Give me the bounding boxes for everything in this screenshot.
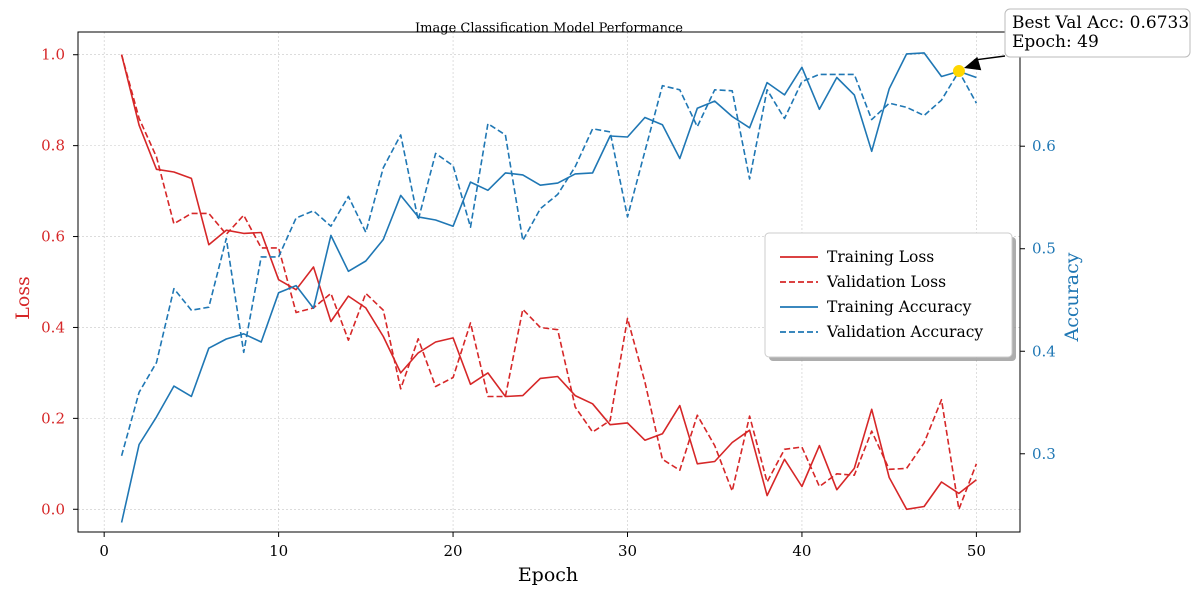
y-right-tick-label: 0.4: [1032, 342, 1056, 360]
chart-title: Image Classification Model Performance: [415, 21, 683, 36]
y-left-tick-label: 1.0: [41, 46, 65, 64]
series-training-loss-line: [120, 54, 977, 511]
y-right-tick-label: 0.5: [1032, 240, 1056, 258]
plot-frame: [77, 31, 1021, 533]
legend-label-validation-loss: Validation Loss: [826, 273, 946, 291]
y-left-tick-label: 0.0: [41, 500, 65, 518]
annotation-line-1: Best Val Acc: 0.6733: [1012, 13, 1189, 33]
y-axis-left-label: Loss: [12, 276, 34, 320]
annotation-line-2: Epoch: 49: [1012, 32, 1099, 52]
y-left-tick-label: 0.2: [41, 409, 65, 427]
x-tick-label: 40: [792, 542, 811, 560]
y-left-tick-label: 0.4: [41, 318, 65, 336]
y-left-tick-label: 0.8: [41, 137, 65, 155]
y-axis-right-label: Accuracy: [1061, 252, 1083, 342]
best-val-marker: [952, 65, 965, 78]
x-tick-label: 20: [444, 542, 463, 560]
x-axis-label: Epoch: [518, 564, 578, 586]
y-right-tick-label: 0.3: [1032, 445, 1056, 463]
x-tick-label: 10: [269, 542, 288, 560]
annotation-arrow: [973, 55, 1006, 61]
series-training-accuracy-line: [120, 52, 977, 523]
x-tick-label: 0: [99, 542, 109, 560]
series-validation-accuracy-line: [120, 70, 978, 457]
legend-label-training-loss: Training Loss: [827, 248, 934, 266]
annotation-arrowhead: [963, 56, 982, 71]
plot-border: [77, 31, 1021, 533]
y-right-tick-label: 0.6: [1032, 137, 1056, 155]
legend: Training Loss Validation Loss Training Acc…: [764, 232, 1016, 361]
legend-label-training-accuracy: Training Accuracy: [827, 298, 972, 316]
best-val-annotation: Best Val Acc: 0.6733 Epoch: 49: [952, 8, 1191, 78]
series-lines: [120, 52, 978, 523]
series-validation-loss-line: [120, 54, 978, 511]
y-left-tick-label: 0.6: [41, 228, 65, 246]
x-tick-label: 30: [618, 542, 637, 560]
legend-label-validation-accuracy: Validation Accuracy: [826, 323, 983, 341]
x-tick-label: 50: [967, 542, 986, 560]
axis-ticks: 0 10 20 30 40 50 0.0 0.2 0.4 0.6 0.8 1.0 0.3 0.4 0.5 0.…: [41, 35, 1056, 560]
